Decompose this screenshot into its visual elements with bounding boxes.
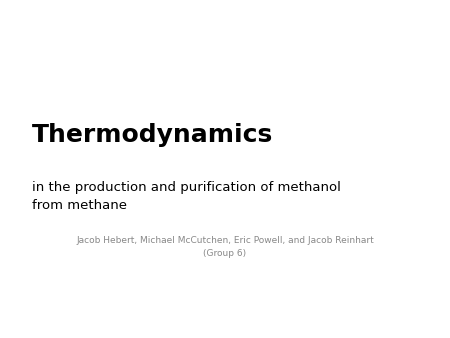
- Text: Jacob Hebert, Michael McCutchen, Eric Powell, and Jacob Reinhart
(Group 6): Jacob Hebert, Michael McCutchen, Eric Po…: [76, 236, 374, 258]
- Text: in the production and purification of methanol
from methane: in the production and purification of me…: [32, 180, 340, 212]
- Text: Thermodynamics: Thermodynamics: [32, 123, 273, 147]
